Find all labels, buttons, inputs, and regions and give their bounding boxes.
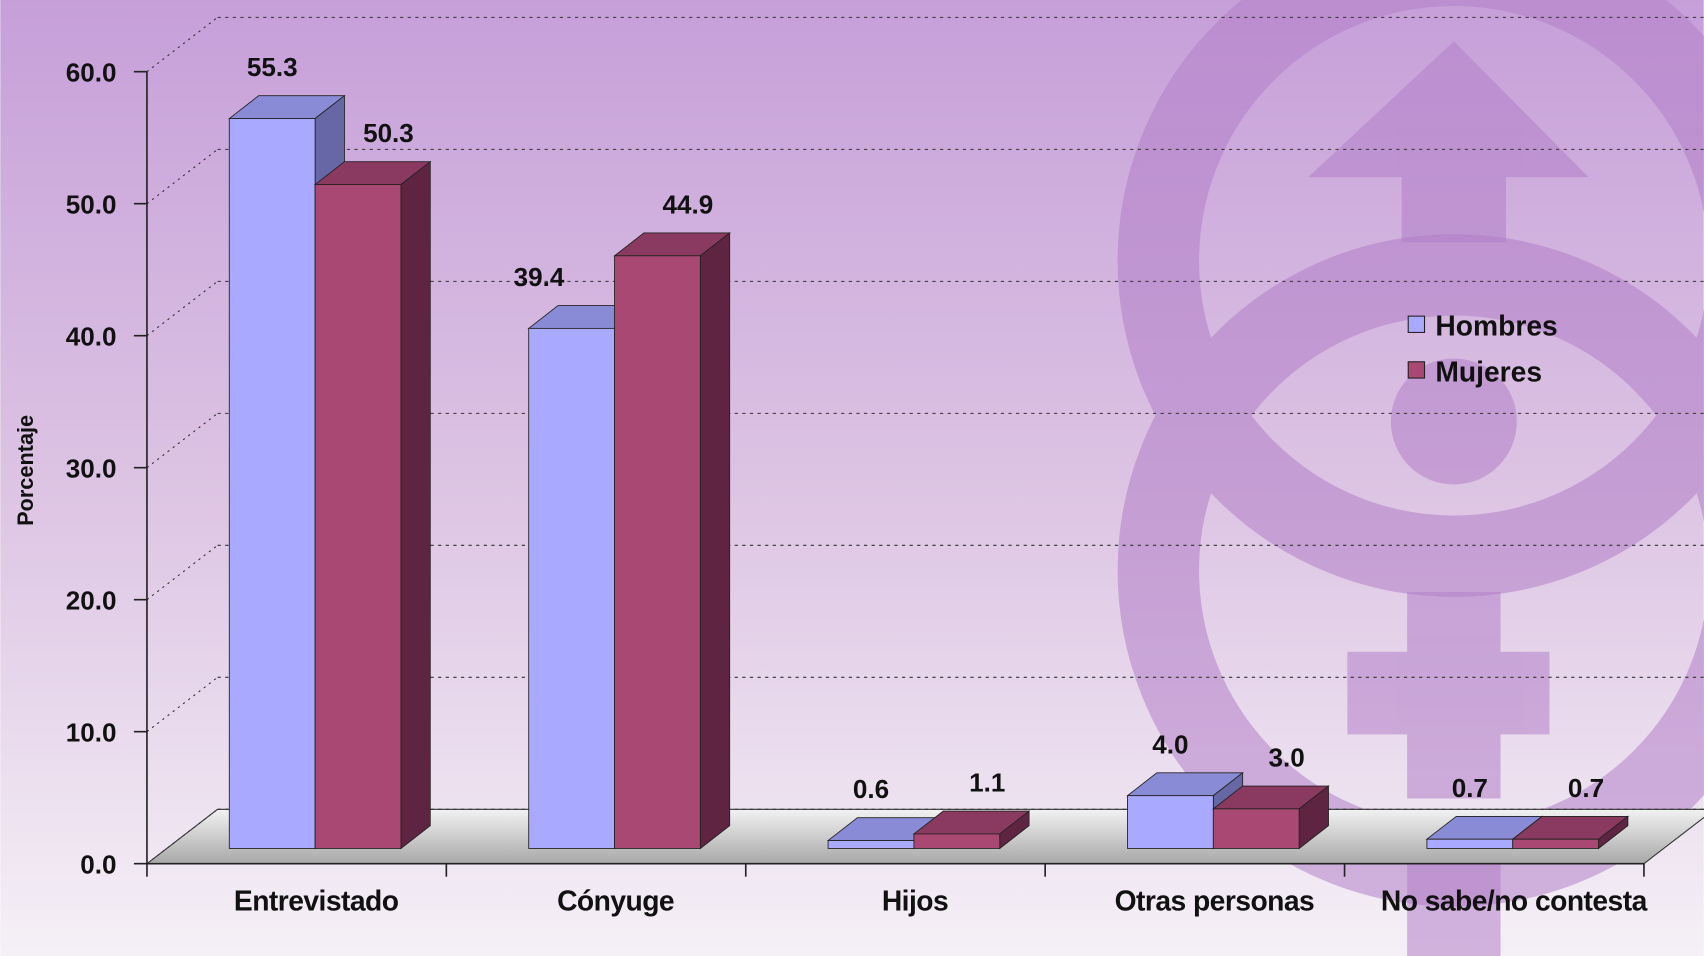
bar [1512, 838, 1599, 849]
data-label: 1.1 [969, 768, 1005, 798]
x-tick-label-box: Hijos [881, 884, 949, 917]
x-tick-label-box: Cónyuge [557, 884, 675, 917]
grid-line-depth [146, 544, 218, 601]
bar [1212, 808, 1300, 849]
grid-line-depth [146, 16, 218, 73]
x-tick-label-box: Otras personas [1114, 884, 1315, 917]
bar [228, 118, 316, 849]
y-tick-label: 50.0 [66, 189, 117, 219]
x-tick-label: Cónyuge [557, 884, 675, 917]
data-label: 0.7 [1568, 773, 1604, 803]
x-tick-label-box: No sabe/no contesta [1380, 884, 1647, 917]
grid-line-depth [146, 412, 218, 469]
grid-line-depth [146, 808, 218, 865]
x-tick-label: No sabe/no contesta [1380, 884, 1647, 917]
legend-swatch [1407, 361, 1426, 379]
data-label: 0.7 [1452, 773, 1488, 803]
bar [314, 184, 402, 849]
data-label: 0.6 [853, 774, 889, 804]
data-label: 55.3 [247, 52, 298, 82]
bar [913, 833, 1001, 849]
y-tick-label: 30.0 [66, 453, 117, 483]
y-tick-label: 60.0 [66, 57, 117, 87]
grid-line-depth [146, 148, 218, 205]
data-label: 50.3 [363, 118, 414, 148]
y-tick-label: 20.0 [66, 585, 117, 615]
data-label: 3.0 [1269, 742, 1305, 772]
bar [827, 840, 915, 849]
data-label: 44.9 [662, 189, 713, 219]
data-label: 39.4 [514, 262, 565, 292]
bar [1127, 795, 1214, 849]
x-tick-label-box: Entrevistado [233, 884, 399, 917]
legend-label: Hombres [1435, 310, 1557, 342]
y-tick-label: 10.0 [66, 717, 117, 747]
x-tick-label: Hijos [881, 884, 949, 917]
data-label: 4.0 [1152, 729, 1188, 759]
bar [1426, 838, 1514, 849]
grid-line-depth [146, 280, 218, 337]
bar-side [400, 160, 431, 850]
grid-line-depth [146, 676, 218, 733]
legend-label: Mujeres [1435, 355, 1542, 387]
legend-swatch [1407, 315, 1426, 333]
x-tick-label: Otras personas [1114, 884, 1315, 917]
x-tick-label: Entrevistado [233, 884, 399, 917]
bar [528, 327, 615, 849]
y-axis-label: Porcentaje [13, 415, 38, 526]
bar [614, 255, 701, 849]
gender-symbol-parts [1308, 41, 1589, 956]
bar-side [699, 232, 731, 850]
y-tick-label: 0.0 [80, 849, 116, 879]
y-tick-label: 40.0 [66, 321, 117, 351]
